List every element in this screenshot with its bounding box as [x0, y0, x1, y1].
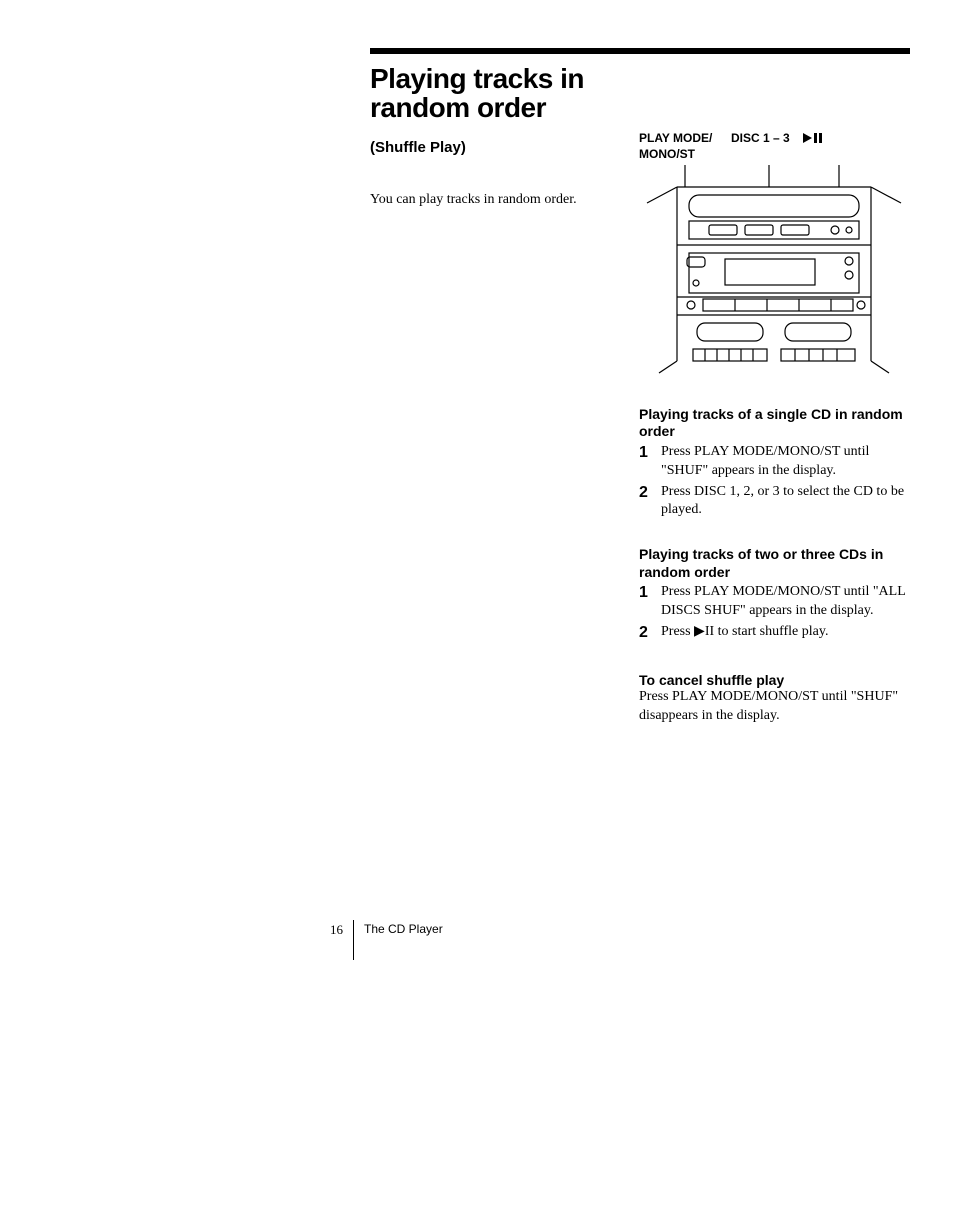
callout-row: PLAY MODE/ DISC 1 – 3 [639, 131, 909, 145]
title-line-2: random order [370, 92, 546, 123]
stereo-diagram [639, 165, 909, 375]
section-1-heading: Playing tracks of a single CD in random … [639, 406, 910, 441]
list-item: Press ▶II to start shuffle play. [639, 623, 910, 642]
intro-text: You can play tracks in random order. [370, 192, 615, 208]
callout-disc: DISC 1 – 3 [731, 131, 803, 145]
left-column: (Shuffle Play) You can play tracks in ra… [370, 131, 615, 726]
list-item: Press PLAY MODE/MONO/ST until "SHUF" app… [639, 443, 910, 481]
top-rule [370, 48, 910, 54]
callout-play-pause [803, 131, 823, 145]
footer-section-label: The CD Player [364, 920, 443, 936]
right-column: PLAY MODE/ DISC 1 – 3 MONO/ST [639, 131, 910, 726]
list-item: Press PLAY MODE/MONO/ST until "ALL DISCS… [639, 583, 910, 621]
list-item: Press DISC 1, 2, or 3 to select the CD t… [639, 483, 910, 521]
page-footer: 16 The CD Player [330, 920, 443, 960]
subtitle: (Shuffle Play) [370, 139, 615, 156]
play-pause-icon [803, 132, 823, 144]
section-2-heading: Playing tracks of two or three CDs in ra… [639, 546, 910, 581]
footer-separator [353, 920, 354, 960]
diagram-with-callouts: PLAY MODE/ DISC 1 – 3 MONO/ST [639, 131, 909, 380]
cancel-body: Press PLAY MODE/MONO/ST until "SHUF" dis… [639, 688, 910, 726]
callout-mono-st: MONO/ST [639, 147, 909, 161]
two-column-layout: (Shuffle Play) You can play tracks in ra… [370, 131, 910, 726]
callout-play-mode: PLAY MODE/ [639, 131, 731, 145]
page-number: 16 [330, 920, 353, 938]
cancel-heading: To cancel shuffle play [639, 672, 910, 688]
page-title: Playing tracks in random order [370, 64, 910, 123]
title-line-1: Playing tracks in [370, 63, 584, 94]
section-1-steps: Press PLAY MODE/MONO/ST until "SHUF" app… [639, 443, 910, 521]
manual-page: Playing tracks in random order (Shuffle … [370, 48, 910, 726]
section-2-steps: Press PLAY MODE/MONO/ST until "ALL DISCS… [639, 583, 910, 642]
